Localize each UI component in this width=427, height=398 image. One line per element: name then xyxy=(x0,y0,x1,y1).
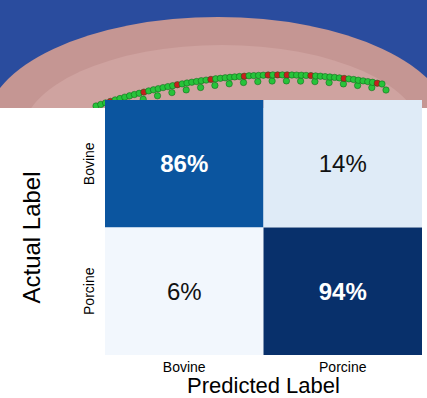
y-tick-label: Bovine xyxy=(81,142,97,185)
meat xyxy=(0,17,427,108)
cell xyxy=(105,228,264,356)
keypoint xyxy=(297,78,303,84)
keypoint xyxy=(226,81,232,87)
photo xyxy=(0,0,427,108)
cell-label: 86% xyxy=(160,150,208,177)
keypoint xyxy=(255,78,261,84)
y-axis-title: Actual Label xyxy=(18,171,45,303)
keypoint xyxy=(379,81,385,87)
keypoint xyxy=(283,78,289,84)
keypoint xyxy=(326,79,332,85)
keypoint xyxy=(154,93,160,99)
cell-label: 6% xyxy=(167,278,202,305)
cell-labels: 86% 14% 6% 94% xyxy=(160,150,367,305)
cell xyxy=(105,100,264,228)
cell-label: 94% xyxy=(319,278,367,305)
keypoint xyxy=(240,79,246,85)
x-axis-title: Predicted Label xyxy=(187,373,340,398)
cells xyxy=(105,100,422,355)
cell xyxy=(264,228,423,356)
cell-label: 14% xyxy=(319,150,367,177)
chart: 86%14%6%94%BovinePorcineBovinePorcinePre… xyxy=(0,0,427,398)
keypoint xyxy=(383,87,389,93)
keypoint xyxy=(169,89,175,95)
keypoint xyxy=(183,87,189,93)
keypoint xyxy=(269,78,275,84)
keypoint xyxy=(312,78,318,84)
keypoint xyxy=(197,84,203,90)
meat-inner xyxy=(22,45,422,108)
cell xyxy=(264,100,423,228)
y-tick-label: Porcine xyxy=(81,267,97,315)
keypoint xyxy=(212,82,218,88)
